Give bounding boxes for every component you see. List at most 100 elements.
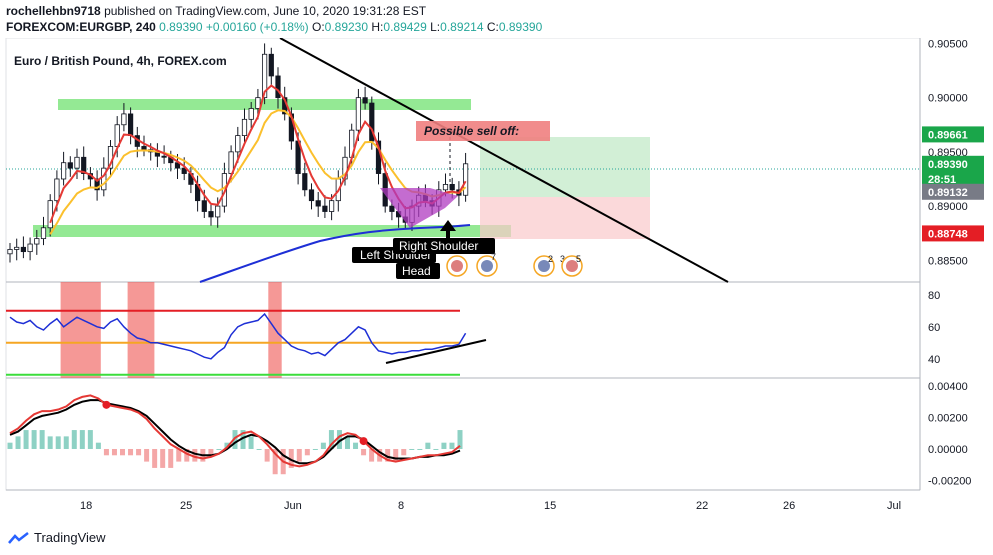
macd-histogram-bar: [240, 430, 246, 449]
candle-body: [449, 183, 455, 191]
candle-body: [462, 163, 469, 196]
event-markers: 7 2 3 5: [446, 252, 583, 277]
resistance-zone: [58, 99, 471, 110]
close-label: C:: [486, 20, 499, 34]
high-value: 0.89429: [383, 20, 427, 34]
macd-line: [9, 394, 461, 468]
macd-histogram-bar: [361, 448, 367, 456]
price-badge-label: 28:51: [928, 174, 956, 186]
candle-body: [181, 167, 187, 174]
price-tick-label: 0.88500: [928, 255, 968, 267]
candle-body: [389, 205, 395, 212]
macd-histogram-bar: [87, 430, 93, 449]
candle-body: [275, 75, 281, 99]
macd-histogram-bar: [288, 448, 294, 468]
macd-histogram-bar: [23, 430, 29, 449]
oscillator-bands: [60, 282, 282, 378]
macd-histogram-bar: [393, 448, 399, 462]
macd-histogram-bar: [144, 448, 150, 462]
macd-histogram-bar: [176, 448, 182, 462]
macd-histogram-bar: [320, 442, 326, 449]
candle-body: [81, 156, 87, 174]
oscillator-tick-label: 40: [928, 354, 940, 366]
candle-body: [241, 118, 248, 137]
last-price: 0.89390: [159, 20, 203, 34]
price-pane: Euro / British Pound, 4h, FOREX.com Poss…: [6, 38, 920, 283]
oscillator-trendline: [385, 339, 487, 364]
macd-tick-label: 0.00000: [928, 444, 968, 456]
time-tick-label: 25: [180, 500, 192, 512]
oscillator-line: [9, 312, 467, 360]
price-badge: [922, 126, 984, 143]
oscillator-tick-label: 60: [928, 322, 940, 334]
candle-body: [101, 167, 107, 191]
candle-body: [302, 173, 308, 191]
candle-body: [40, 227, 47, 240]
price-badge: [922, 155, 984, 172]
macd-histogram-bar: [120, 448, 125, 456]
macd-histogram: [7, 430, 463, 475]
candle-body: [7, 249, 13, 255]
price-badge: [922, 225, 984, 242]
low-label: L:: [430, 20, 441, 34]
candle-body: [308, 189, 315, 202]
candle-body: [208, 211, 214, 218]
up-arrow-icon: [440, 220, 456, 238]
open-label: O:: [311, 20, 325, 34]
right-shoulder-label: Right Shoulder: [399, 239, 478, 253]
price-badge-label: 0.89390: [928, 159, 968, 171]
time-axis[interactable]: 18 25 Jun 8 15 22 26 Jul: [80, 500, 901, 512]
macd-cross-dots: [102, 400, 368, 446]
candle-body: [94, 178, 100, 191]
publisher-name: rochellehbn9718: [6, 4, 101, 18]
candle-body: [268, 53, 274, 77]
macd-histogram-bar: [304, 448, 310, 456]
oscillator-axis[interactable]: 40 60 80: [928, 290, 940, 366]
high-label: H:: [371, 20, 384, 34]
candle-body: [315, 200, 321, 207]
head-tag: [396, 263, 440, 279]
price-badge: [922, 170, 984, 187]
macd-histogram-bar: [103, 448, 109, 456]
price-tick-label: 0.89000: [928, 201, 968, 213]
macd-histogram-bar: [312, 448, 318, 450]
macd-histogram-bar: [401, 448, 407, 456]
macd-histogram-bar: [136, 448, 142, 456]
macd-histogram-bar: [208, 448, 214, 456]
chart-area[interactable]: Euro / British Pound, 4h, FOREX.com Poss…: [0, 38, 993, 518]
candle-body: [201, 200, 207, 212]
macd-histogram-bar: [95, 442, 101, 449]
brand-name: TradingView: [34, 530, 106, 545]
time-tick-label: 26: [783, 500, 795, 512]
candle-body: [161, 155, 167, 158]
time-tick-label: Jul: [887, 500, 901, 512]
macd-histogram-bar: [296, 448, 302, 462]
price-tick-label: 0.90000: [928, 93, 968, 105]
ema-slow-line: [49, 109, 467, 235]
oscillator-pane: [6, 282, 487, 378]
macd-tick-label: -0.00200: [928, 476, 971, 488]
candle-body: [121, 113, 127, 126]
candle-body: [362, 97, 368, 104]
macd-histogram-bar: [264, 448, 270, 462]
macd-histogram-bar: [353, 442, 359, 449]
candle-body: [47, 200, 53, 229]
flag-eu-icon: [566, 260, 578, 272]
macd-histogram-bar: [47, 436, 53, 449]
overbought-band: [60, 282, 101, 378]
chart-title: Euro / British Pound, 4h, FOREX.com: [14, 54, 227, 68]
time-tick-label: 18: [80, 500, 92, 512]
macd-histogram-bar: [417, 448, 423, 450]
macd-histogram-bar: [409, 448, 415, 450]
macd-histogram-bar: [224, 442, 230, 449]
time-tick-label: 15: [544, 500, 556, 512]
candle-body: [261, 53, 268, 99]
price-badge-label: 0.89661: [928, 129, 968, 141]
candle-body: [34, 238, 40, 245]
macd-histogram-bar: [79, 430, 85, 449]
published-text: published on TradingView.com, June 10, 2…: [104, 4, 427, 18]
macd-histogram-bar: [328, 430, 334, 449]
open-value: 0.89230: [324, 20, 369, 34]
macd-axis[interactable]: -0.00200 0.00000 0.00200 0.00400: [928, 381, 971, 488]
